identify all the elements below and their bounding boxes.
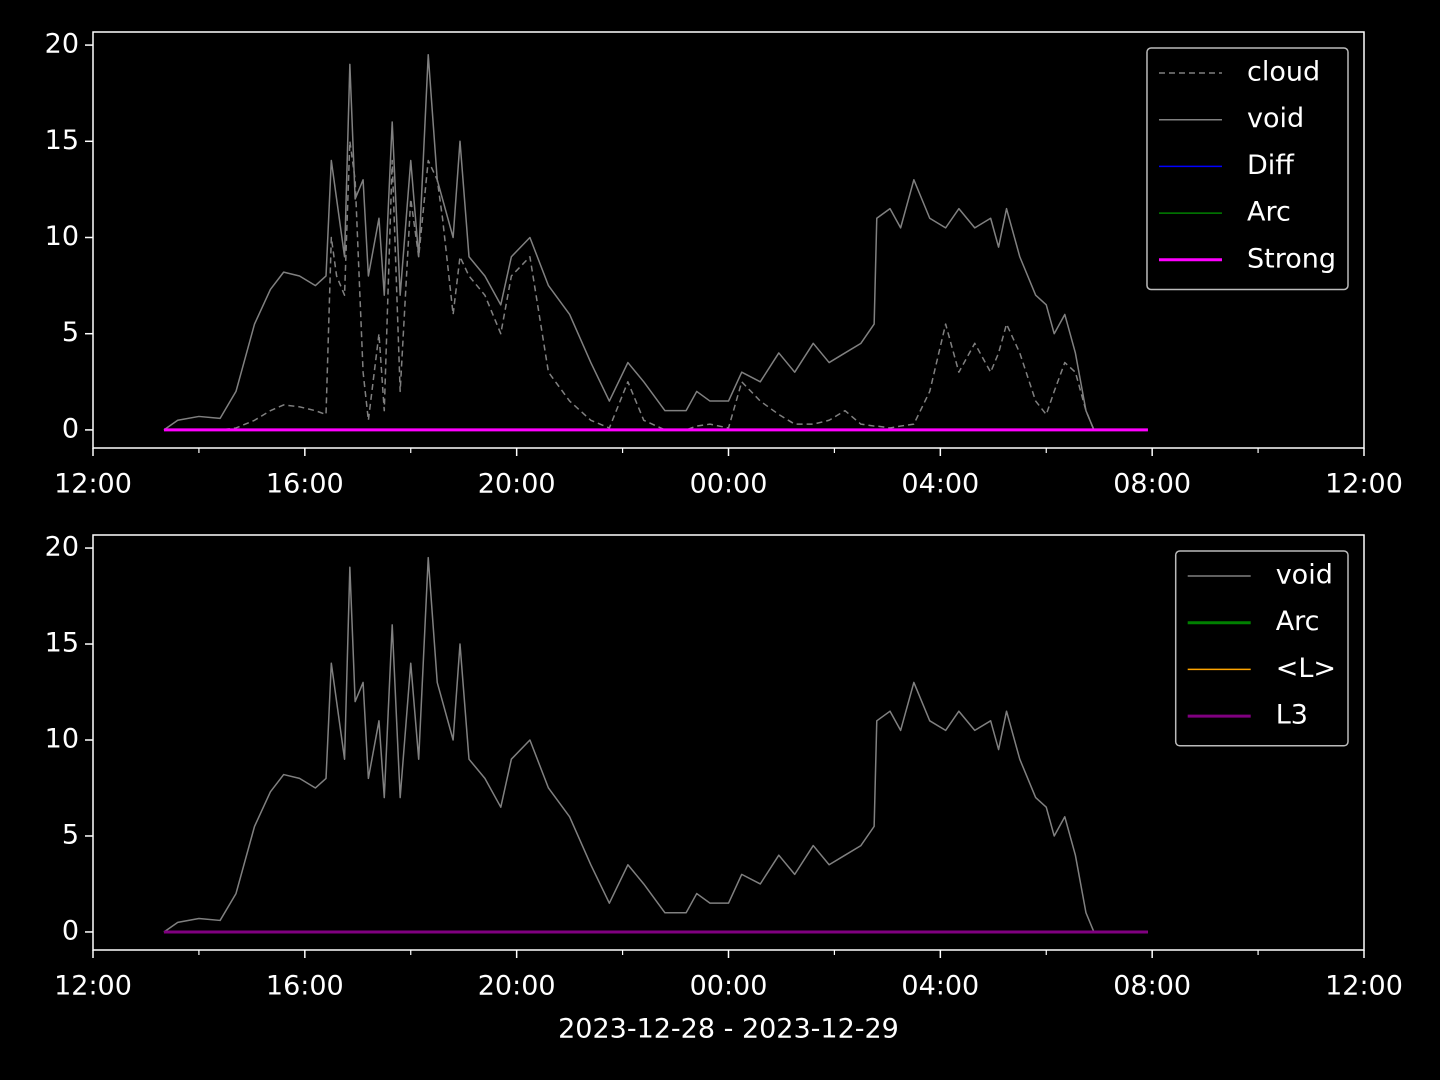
y-tick-label: 5 (62, 317, 79, 348)
x-tick-label: 12:00 (54, 971, 132, 1002)
x-tick-label: 16:00 (266, 971, 344, 1002)
y-tick-label: 15 (45, 628, 79, 659)
x-tick-label: 20:00 (478, 469, 556, 500)
legend-label: Arc (1247, 197, 1291, 228)
x-tick-label: 00:00 (690, 971, 768, 1002)
x-tick-label: 12:00 (1325, 469, 1403, 500)
y-tick-label: 10 (45, 724, 79, 755)
series-line (163, 140, 1148, 431)
y-tick-label: 10 (45, 221, 79, 252)
legend-label: Arc (1276, 606, 1320, 637)
legend-label: Diff (1247, 150, 1295, 181)
series-line (163, 556, 1148, 933)
y-tick-label: 0 (62, 915, 79, 946)
x-tick-label: 08:00 (1113, 971, 1191, 1002)
legend-label: void (1247, 103, 1304, 134)
legend-frame (1146, 47, 1349, 291)
x-tick-label: 08:00 (1113, 469, 1191, 500)
x-tick-label: 20:00 (478, 971, 556, 1002)
axes-frame (92, 534, 1365, 951)
y-tick-label: 20 (45, 532, 79, 563)
x-axis-label: 2023-12-28 - 2023-12-29 (558, 1014, 899, 1045)
y-tick-label: 15 (45, 125, 79, 156)
series-line (163, 53, 1148, 431)
y-tick-label: 0 (62, 413, 79, 444)
legend-label: cloud (1247, 57, 1320, 88)
legend: cloud void Diff Arc Strong (1146, 47, 1349, 291)
x-tick-label: 04:00 (901, 971, 979, 1002)
legend-label: Strong (1247, 243, 1336, 274)
y-tick-label: 5 (62, 819, 79, 850)
x-tick-label: 16:00 (266, 469, 344, 500)
legend: void Arc <L> L3 (1174, 550, 1349, 747)
legend-label: void (1276, 560, 1333, 591)
x-tick-label: 12:00 (54, 469, 132, 500)
legend-label: L3 (1276, 700, 1308, 731)
legend-label: <L> (1276, 653, 1336, 684)
y-tick-label: 20 (45, 29, 79, 60)
x-tick-label: 12:00 (1325, 971, 1403, 1002)
x-tick-label: 04:00 (901, 469, 979, 500)
x-tick-label: 00:00 (690, 469, 768, 500)
legend-frame (1174, 550, 1349, 747)
